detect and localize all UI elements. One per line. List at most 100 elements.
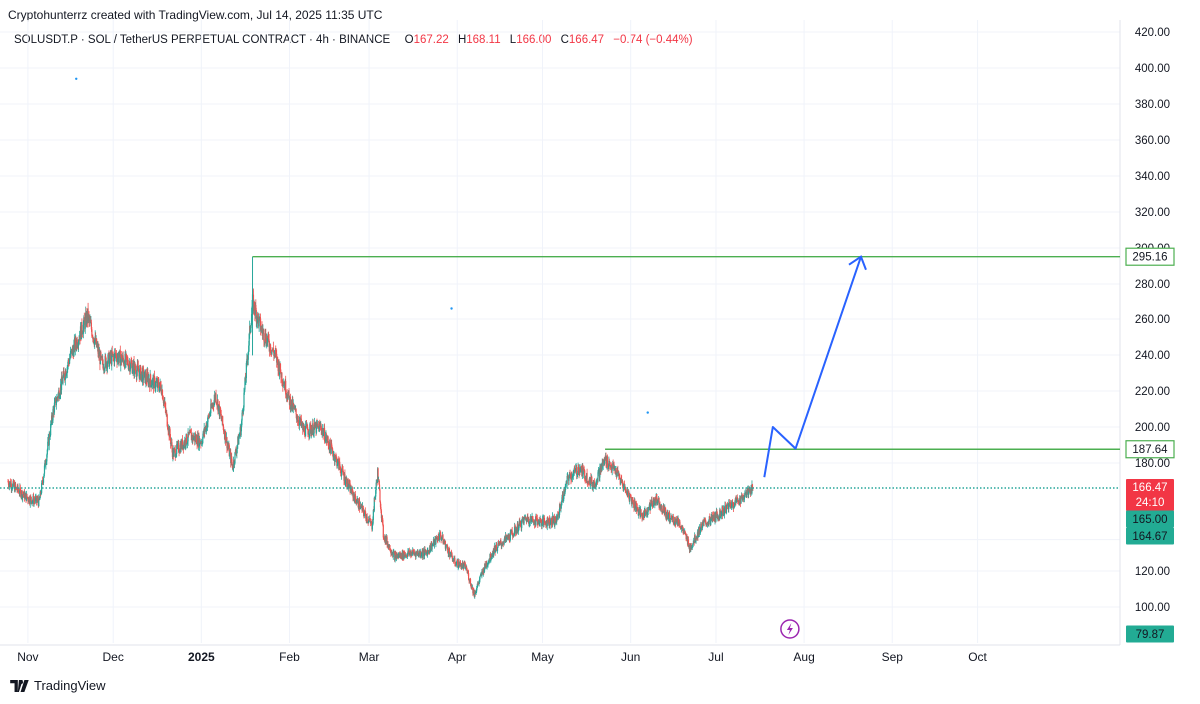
candle-body: [368, 519, 370, 521]
candle-body: [274, 353, 276, 355]
candle-body: [466, 570, 468, 573]
symbol-title: SOLUSDT.P · SOL / TetherUS PERPETUAL CON…: [14, 34, 391, 46]
candle-body: [481, 571, 483, 576]
candle-body: [134, 363, 136, 370]
candle-body: [374, 496, 376, 498]
candle-body: [597, 469, 600, 473]
y-tick-label: 280.00: [1135, 279, 1170, 291]
candle-body: [263, 329, 265, 342]
x-tick-label: Dec: [103, 650, 124, 664]
candle-body: [531, 516, 534, 519]
candle-body: [690, 544, 692, 549]
candle-body: [88, 317, 91, 322]
candle-body: [532, 518, 534, 522]
candle-body: [94, 340, 96, 346]
candle-body: [281, 372, 283, 382]
candle-body: [734, 501, 736, 507]
y-tick-label: 180.00: [1135, 458, 1170, 470]
candle-body: [477, 583, 479, 587]
candle-body: [669, 519, 671, 523]
candle-body: [83, 317, 85, 325]
candle-body: [272, 347, 274, 352]
lightning-icon-bolt: [786, 623, 793, 635]
candle-body: [312, 423, 314, 435]
candle-body: [508, 534, 510, 540]
candle-body: [487, 562, 489, 566]
candle-body: [393, 551, 395, 554]
candle-body: [725, 504, 727, 514]
candle-body: [435, 536, 437, 545]
candle-body: [324, 436, 327, 442]
candle-body: [722, 513, 724, 516]
candle-body: [128, 365, 130, 370]
candle-body: [742, 497, 744, 501]
candle-body: [335, 455, 337, 457]
candle-body: [608, 460, 610, 466]
candle-body: [264, 341, 266, 343]
candle-body: [420, 555, 422, 557]
candle-body: [201, 442, 203, 444]
candle-body: [15, 487, 18, 490]
candle-body: [136, 370, 138, 377]
candle-body: [648, 506, 650, 508]
close-label: C: [560, 34, 569, 46]
candle-body: [565, 484, 567, 487]
candle-body: [215, 402, 218, 404]
candle-body: [142, 369, 145, 380]
candle-body: [63, 371, 65, 374]
candle-body: [636, 507, 638, 509]
candle-body: [289, 397, 292, 409]
candle-body: [211, 405, 213, 408]
candle-body: [190, 432, 192, 433]
candle-body: [176, 444, 178, 454]
candle-body: [710, 518, 712, 525]
candle-body: [63, 373, 65, 379]
candle-body: [169, 429, 171, 438]
candle-body: [131, 363, 133, 364]
candle-body: [153, 375, 155, 389]
candle-body: [140, 373, 142, 380]
candle-body: [231, 462, 233, 465]
countdown-timer: 24:10: [1136, 497, 1165, 509]
candle-body: [663, 506, 665, 512]
candle-body: [568, 476, 570, 481]
candle-body: [564, 486, 566, 492]
candle-body: [62, 377, 64, 384]
candle-body: [541, 518, 544, 524]
candle-body: [499, 542, 501, 543]
candle-body: [705, 522, 707, 526]
candle-body: [575, 468, 577, 472]
candle-body: [502, 542, 504, 544]
candle-body: [141, 368, 144, 382]
candle-body: [513, 534, 515, 537]
candle-body: [115, 354, 118, 359]
candle-body: [241, 412, 243, 421]
candle-body: [517, 523, 519, 532]
candle-body: [344, 483, 346, 485]
candle-body: [584, 470, 586, 480]
candle-body: [658, 498, 660, 508]
candle-body: [166, 412, 168, 415]
candle-body: [561, 497, 563, 504]
candle-body: [57, 393, 59, 399]
candle-body: [241, 420, 243, 428]
candle-body: [41, 483, 43, 493]
candle-body: [210, 403, 212, 414]
candle-body: [619, 478, 621, 480]
candle-body: [68, 360, 70, 362]
candle-body: [227, 444, 229, 447]
candle-body: [322, 428, 324, 436]
candle-body: [43, 473, 45, 478]
y-tick-label: 420.00: [1135, 27, 1170, 39]
candle-body: [169, 437, 172, 444]
candle-body: [726, 503, 728, 506]
candle-body: [624, 486, 627, 493]
candle-body: [432, 543, 434, 545]
candle-body: [382, 525, 384, 538]
candle-body: [309, 423, 311, 426]
candle-body: [220, 414, 222, 419]
candle-body: [155, 382, 157, 383]
candle-body: [162, 398, 164, 401]
candle-body: [574, 468, 576, 470]
